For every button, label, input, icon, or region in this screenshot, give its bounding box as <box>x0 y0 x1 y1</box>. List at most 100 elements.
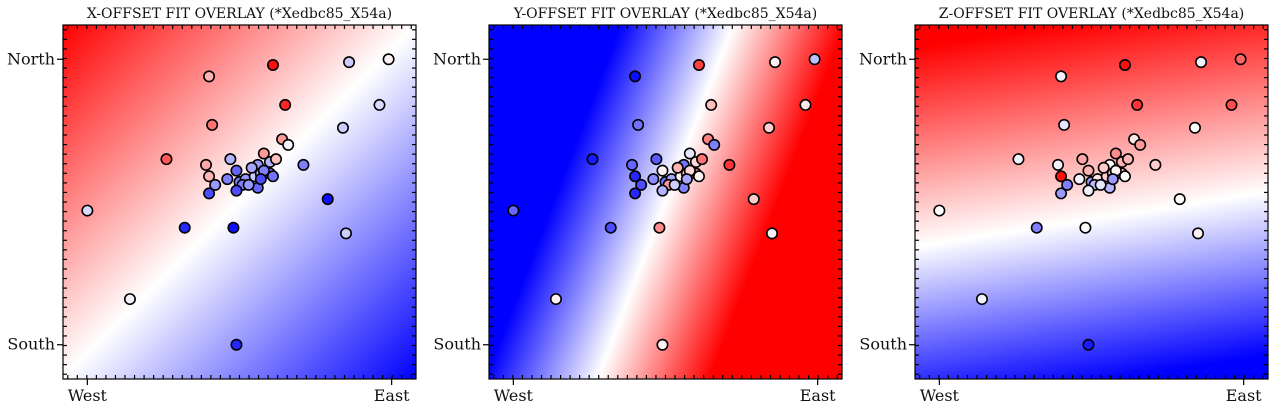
y-station-point <box>705 98 718 111</box>
z-station-point <box>1134 138 1147 151</box>
x-station-point <box>270 153 283 166</box>
y-station-point <box>632 118 645 131</box>
y-station-point <box>647 173 660 186</box>
y-station-point <box>629 187 642 200</box>
z-station-point <box>1055 170 1068 183</box>
y-offset-panel: Y-OFFSET FIT OVERLAY (*Xedbc85_X54a) West… <box>433 6 843 405</box>
z-xtick-label-west: West <box>920 386 960 405</box>
z-station-point <box>1012 153 1025 166</box>
x-station-point <box>160 153 173 166</box>
y-station-point <box>683 147 696 160</box>
z-station-point <box>1234 53 1247 66</box>
x-station-point <box>340 227 353 240</box>
y-station-point <box>769 56 782 69</box>
y-station-point <box>549 293 562 306</box>
z-station-point <box>1082 184 1095 197</box>
x-offset-title: X-OFFSET FIT OVERLAY (*Xedbc85_X54a) <box>87 6 392 22</box>
z-station-point <box>1188 121 1201 134</box>
x-station-point <box>336 121 349 134</box>
x-station-point <box>245 161 258 174</box>
x-xtick-label-west: West <box>68 386 108 405</box>
y-station-point <box>692 170 705 183</box>
x-ytick-label-south: South <box>7 335 55 354</box>
y-offset-field <box>489 25 842 379</box>
z-station-point <box>1131 98 1144 111</box>
y-station-point <box>692 58 705 71</box>
y-minor-ticks <box>489 25 842 379</box>
z-station-point <box>975 293 988 306</box>
x-station-point <box>321 193 334 206</box>
z-station-point <box>1030 221 1043 234</box>
y-station-point <box>586 153 599 166</box>
z-station-point <box>1122 153 1135 166</box>
z-station-point <box>1173 193 1186 206</box>
z-station-point <box>1118 170 1131 183</box>
x-stations <box>81 53 395 351</box>
x-station-point <box>224 153 237 166</box>
z-station-point <box>1052 158 1065 171</box>
z-station-point <box>1109 147 1122 160</box>
x-station-point <box>282 138 295 151</box>
y-ytick-label-south: South <box>433 335 481 354</box>
y-station-point <box>671 161 684 174</box>
z-station-point <box>1094 178 1107 191</box>
z-station-point <box>1061 178 1074 191</box>
y-ytick-label-north: North <box>433 49 481 68</box>
y-station-point <box>668 178 681 191</box>
z-xtick-label-east: East <box>1226 386 1262 405</box>
y-station-point <box>629 170 642 183</box>
x-station-point <box>203 70 216 83</box>
x-station-point <box>230 164 243 177</box>
x-station-point <box>279 98 292 111</box>
z-station-point <box>1055 187 1068 200</box>
x-station-point <box>123 293 136 306</box>
x-station-point <box>209 178 222 191</box>
z-station-point <box>1055 70 1068 83</box>
y-station-point <box>635 178 648 191</box>
y-xtick-label-east: East <box>800 386 836 405</box>
z-station-point <box>1076 153 1089 166</box>
x-offset-field <box>63 25 416 379</box>
y-station-point <box>808 53 821 66</box>
z-station-point <box>1082 338 1095 351</box>
x-station-point <box>227 221 240 234</box>
x-station-point <box>221 173 234 186</box>
x-station-point <box>343 56 356 69</box>
x-station-point <box>382 53 395 66</box>
y-station-point <box>766 227 779 240</box>
x-station-point <box>266 58 279 71</box>
z-ytick-label-north: North <box>859 49 907 68</box>
x-station-point <box>203 170 216 183</box>
y-station-point <box>656 184 669 197</box>
y-station-point <box>656 338 669 351</box>
z-station-point <box>933 204 946 217</box>
y-station-point <box>604 221 617 234</box>
y-station-point <box>650 153 663 166</box>
z-offset-field <box>915 25 1268 379</box>
y-station-point <box>629 70 642 83</box>
y-station-point <box>708 138 721 151</box>
x-station-point <box>178 221 191 234</box>
x-station-point <box>203 187 216 200</box>
y-station-point <box>653 221 666 234</box>
z-station-point <box>1058 118 1071 131</box>
z-station-point <box>1195 56 1208 69</box>
x-station-point <box>242 178 255 191</box>
x-station-point <box>230 184 243 197</box>
y-station-point <box>799 98 812 111</box>
x-station-point <box>206 118 219 131</box>
y-station-point <box>723 158 736 171</box>
x-offset-panel: X-OFFSET FIT OVERLAY (*Xedbc85_X54a) West… <box>7 6 417 405</box>
x-station-point <box>297 158 310 171</box>
y-stations <box>507 53 821 351</box>
y-station-point <box>762 121 775 134</box>
x-station-point <box>200 158 213 171</box>
z-station-point <box>1097 161 1110 174</box>
y-axes-frame <box>488 24 843 380</box>
x-minor-ticks <box>63 25 416 379</box>
z-axes-frame <box>914 24 1269 380</box>
z-station-point <box>1225 98 1238 111</box>
y-station-point <box>626 158 639 171</box>
y-station-point <box>696 153 709 166</box>
